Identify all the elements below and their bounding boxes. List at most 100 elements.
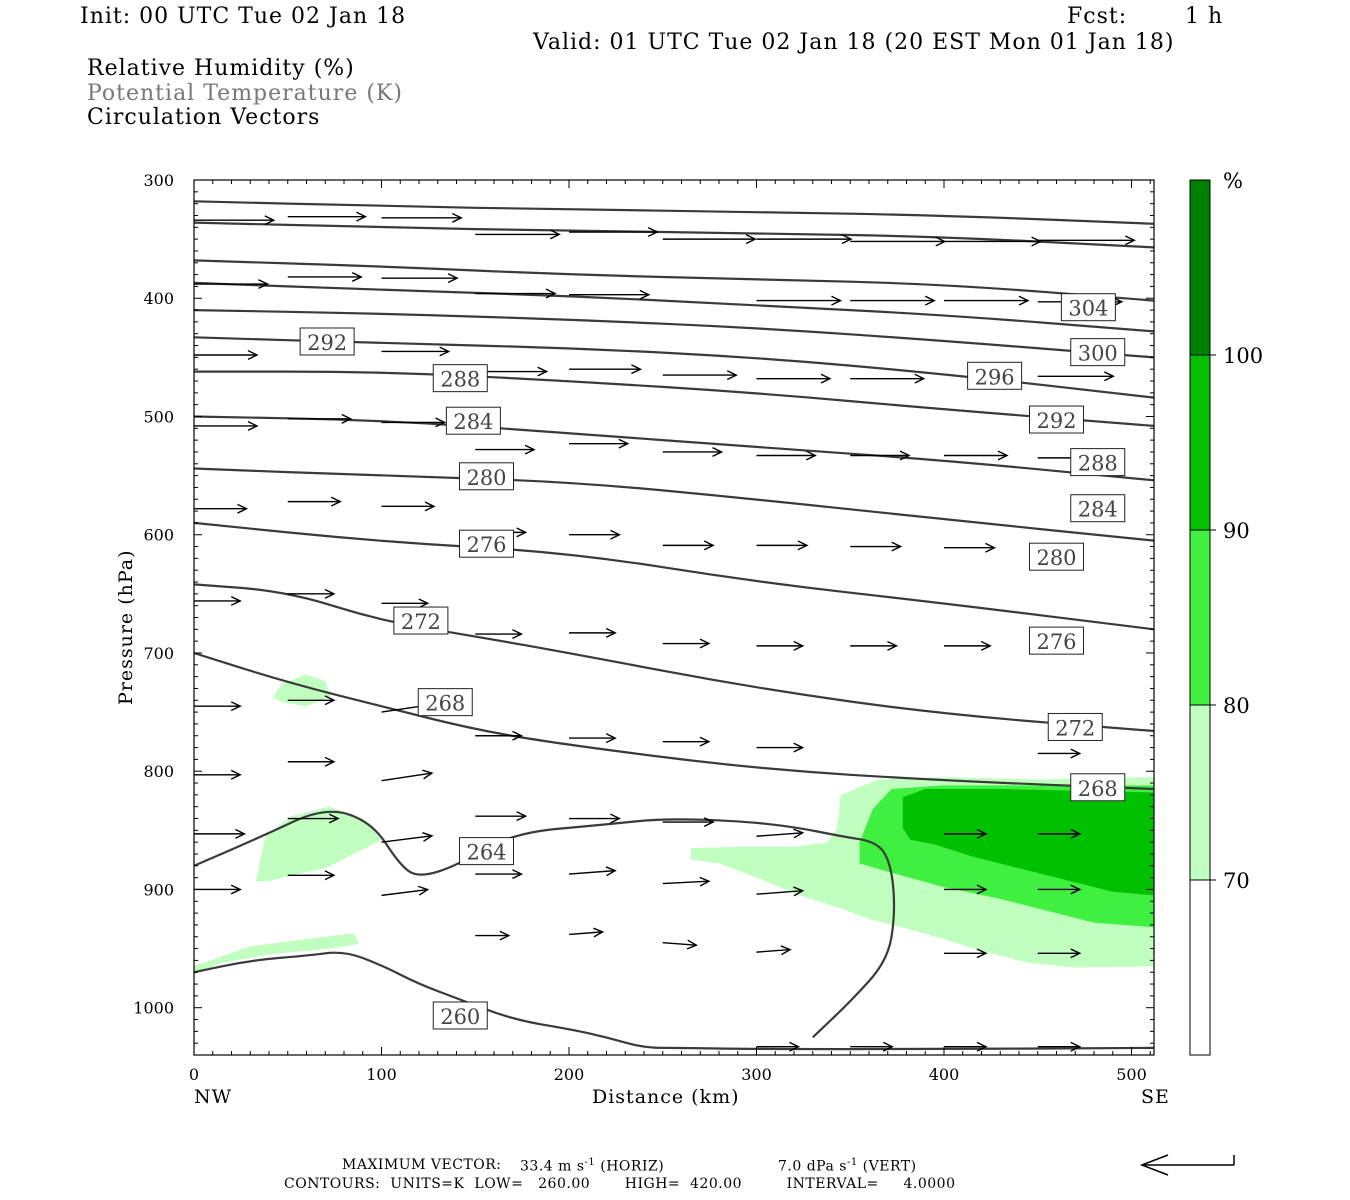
vector-head	[831, 295, 843, 306]
circulation-vector	[1037, 884, 1082, 895]
x-tick-label: 500	[1116, 1065, 1147, 1084]
vector-head	[1125, 235, 1136, 246]
circulation-vector	[850, 541, 903, 552]
vector-head	[512, 629, 524, 640]
vector-shaft	[568, 869, 616, 875]
contour-label-text: 272	[1055, 716, 1095, 740]
vector-head	[1070, 884, 1082, 895]
vector-head	[712, 446, 724, 457]
vector-head	[891, 541, 903, 552]
colorbar-segment	[1190, 180, 1210, 355]
circulation-vector	[287, 813, 340, 824]
vector-head	[418, 598, 430, 609]
vector-head	[1018, 295, 1030, 306]
contour-label-box	[1029, 626, 1084, 655]
x-end-label-nw: NW	[194, 1086, 233, 1108]
circulation-vector	[756, 742, 805, 753]
vector-head	[789, 1041, 801, 1052]
contour-label-text: 268	[425, 692, 465, 716]
circulation-vector	[194, 769, 242, 780]
circulation-vector	[381, 346, 451, 357]
field-theta: Potential Temperature (K)	[87, 81, 403, 106]
contour-label: 268	[417, 688, 473, 717]
theta-contour	[194, 336, 1154, 399]
vector-head	[516, 527, 528, 538]
x-tick-label: 400	[929, 1065, 960, 1084]
vector-head	[324, 695, 336, 706]
y-tick-label: 400	[143, 289, 174, 308]
y-tick-label: 300	[143, 171, 174, 190]
vector-head	[805, 450, 817, 461]
contour-label-box	[1047, 712, 1103, 741]
vector-shaft	[756, 890, 803, 895]
circulation-vector	[1037, 748, 1082, 759]
init-time: Init: 00 UTC Tue 02 Jan 18	[80, 4, 407, 29]
vector-head	[237, 503, 249, 514]
circulation-vector	[850, 450, 911, 461]
contour-label: 280	[1029, 542, 1084, 571]
vector-head	[980, 640, 992, 651]
theta-contour	[194, 521, 1154, 631]
theta-contour	[194, 370, 1154, 427]
circulation-vector	[287, 271, 363, 282]
vector-head	[424, 501, 436, 512]
circulation-vector	[756, 828, 805, 839]
max-vert-value: 7.0 dPa s-1 (VERT)	[778, 1157, 917, 1175]
vector-head	[351, 271, 363, 282]
circulation-vector	[756, 373, 832, 384]
circulation-vector	[287, 413, 353, 424]
contour-label-text: 296	[975, 365, 1015, 389]
circulation-vector	[287, 695, 336, 706]
circulation-vector	[756, 1041, 801, 1052]
vector-head	[703, 540, 715, 551]
forecast-hour: 1 h	[1185, 4, 1224, 29]
x-tick-label: 100	[366, 1065, 397, 1084]
vector-shaft	[662, 880, 709, 885]
circulation-vector	[569, 227, 659, 238]
vector-head	[230, 595, 242, 606]
vector-shaft	[568, 931, 603, 936]
circulation-vector	[475, 288, 557, 299]
circulation-vector	[756, 450, 817, 461]
x-tick-label: 300	[741, 1065, 772, 1084]
colorbar-frame	[1189, 179, 1211, 1056]
contour-label-text: 288	[440, 368, 480, 392]
vector-head	[328, 813, 340, 824]
x-axis-label: Distance (km)	[592, 1086, 740, 1108]
vector-head	[1070, 948, 1082, 959]
circulation-vector	[381, 831, 434, 843]
vector-head	[258, 279, 270, 290]
humidity-fill-layer	[194, 674, 1154, 975]
contour-label-text: 284	[453, 410, 493, 434]
theta-contour	[194, 415, 1154, 482]
circulation-vector	[944, 828, 988, 839]
circulation-vector	[662, 638, 711, 649]
contour-label-text: 280	[466, 466, 506, 490]
theta-contour	[194, 467, 1154, 542]
vector-head	[524, 444, 536, 455]
contour-label: 268	[1070, 773, 1126, 802]
circulation-vector	[944, 948, 988, 959]
vector-head	[985, 542, 997, 553]
contour-label-box	[1070, 338, 1126, 367]
circulation-vector	[194, 215, 276, 226]
circulation-vector	[194, 828, 247, 839]
vector-head	[793, 640, 805, 651]
vector-head	[435, 417, 447, 428]
vector-head	[797, 540, 809, 551]
contour-label-text: 264	[466, 841, 506, 865]
x-tick-label: 200	[554, 1065, 585, 1084]
y-tick-label: 900	[143, 880, 174, 899]
circulation-vector	[569, 733, 617, 744]
reference-vector-icon	[1139, 1154, 1235, 1176]
colorbar-segment	[1190, 705, 1210, 880]
field-rh: Relative Humidity (%)	[87, 56, 355, 81]
colorbar-level-label: 70	[1223, 869, 1250, 893]
contour-label: 272	[1047, 712, 1103, 741]
colorbar-level-label: 90	[1223, 519, 1250, 543]
contour-label-text: 260	[440, 1005, 480, 1029]
vector-head	[235, 828, 247, 839]
x-end-label-se: SE	[1141, 1086, 1170, 1108]
contour-label: 284	[445, 406, 501, 435]
theta-contour	[194, 309, 1154, 359]
